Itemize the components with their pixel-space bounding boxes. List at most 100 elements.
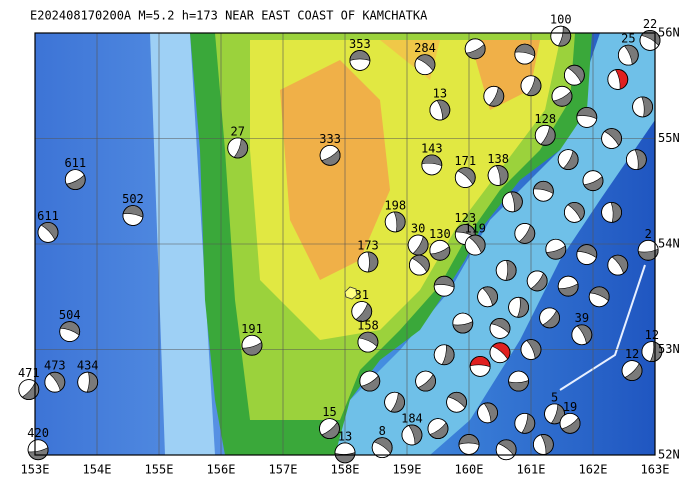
focal-mechanism: 173 — [357, 238, 379, 273]
beachball-outline — [349, 50, 371, 71]
focal-mechanism — [489, 342, 511, 364]
focal-mechanism — [495, 259, 517, 281]
focal-mechanism: 27 — [227, 124, 249, 159]
beachball-outline — [44, 371, 66, 393]
beachball-outline — [571, 324, 593, 346]
depth-label: 25 — [621, 32, 635, 46]
beachball-outline — [371, 437, 393, 459]
depth-label: 8 — [379, 424, 386, 438]
beachball-outline — [495, 259, 517, 281]
focal-mechanism — [582, 170, 604, 192]
focal-mechanism: 19 — [559, 400, 581, 434]
focal-mechanism — [539, 307, 560, 329]
beachball-outline — [454, 167, 476, 188]
focal-mechanism — [601, 201, 622, 223]
depth-label: 13 — [338, 429, 352, 443]
beachball-outline — [639, 29, 661, 51]
focal-mechanism: 25 — [617, 32, 639, 66]
depth-label: 173 — [357, 238, 379, 252]
focal-mechanism — [545, 238, 567, 260]
beachball-outline — [617, 44, 639, 66]
beachball-outline — [319, 418, 340, 440]
depth-label: 5 — [551, 390, 558, 404]
focal-mechanism — [588, 286, 610, 308]
beachball-outline — [464, 234, 486, 256]
beachball-outline — [539, 307, 560, 329]
focal-mechanism — [502, 191, 523, 213]
beachball-outline — [59, 321, 81, 342]
focal-mechanism — [514, 43, 536, 65]
focal-mechanism — [607, 69, 629, 90]
depth-label: 39 — [575, 311, 589, 325]
beachball-outline — [534, 124, 556, 146]
focal-mechanism: 100 — [550, 13, 572, 47]
beachball-outline — [514, 43, 536, 65]
depth-label: 504 — [59, 308, 81, 322]
focal-mechanism — [464, 38, 486, 60]
beachball-outline — [557, 149, 579, 171]
beachball-outline — [77, 371, 99, 393]
beachball-outline — [544, 403, 565, 425]
depth-label: 434 — [77, 359, 99, 373]
focal-mechanism — [458, 434, 480, 455]
longitude-label: 155E — [145, 463, 174, 477]
focal-mechanism — [477, 402, 499, 424]
depth-label: 12 — [645, 328, 659, 342]
focal-mechanism — [526, 270, 548, 292]
focal-mechanism: 471 — [18, 366, 40, 400]
focal-mechanism — [533, 180, 554, 202]
beachball-outline — [607, 69, 629, 90]
beachball-outline — [357, 331, 379, 353]
focal-mechanism: 284 — [414, 41, 436, 76]
beachball-outline — [557, 275, 579, 297]
beachball-outline — [489, 342, 511, 364]
focal-mechanism — [408, 254, 430, 276]
focal-mechanism — [557, 149, 579, 171]
depth-label: 473 — [44, 359, 66, 373]
beachball-outline — [37, 221, 59, 243]
depth-label: 333 — [319, 132, 341, 146]
focal-mechanism: 198 — [384, 198, 406, 233]
focal-mechanism: 504 — [59, 308, 81, 342]
latitude-label: 52N — [658, 448, 680, 462]
focal-mechanism — [433, 344, 455, 366]
beachball-outline — [384, 211, 406, 233]
focal-mechanism — [514, 223, 536, 244]
beachball-outline — [508, 370, 529, 392]
beachball-outline — [533, 180, 554, 202]
beachball-outline — [408, 254, 430, 276]
beachball-outline — [607, 254, 629, 276]
focal-mechanism — [607, 254, 629, 276]
focal-mechanism: 184 — [401, 411, 423, 446]
beachball-outline — [514, 223, 536, 244]
depth-label: 30 — [411, 222, 425, 236]
longitude-label: 163E — [641, 463, 670, 477]
focal-mechanism — [446, 391, 468, 413]
longitude-label: 161E — [517, 463, 546, 477]
focal-mechanism: 5 — [544, 390, 565, 425]
beachball-outline — [483, 85, 505, 107]
longitude-label: 159E — [393, 463, 422, 477]
focal-mechanism: 611 — [37, 209, 59, 243]
beachball-outline — [551, 85, 573, 107]
depth-label: 13 — [433, 87, 447, 101]
focal-mechanism — [576, 107, 598, 128]
depth-label: 143 — [421, 141, 443, 155]
beachball-outline — [334, 442, 356, 464]
beachball-outline — [487, 165, 509, 186]
beachball-outline — [477, 402, 499, 424]
beachball-outline — [433, 344, 455, 366]
focal-mechanism: 39 — [571, 311, 593, 346]
focal-mechanism — [415, 370, 437, 392]
focal-mechanism: 333 — [319, 132, 341, 166]
depth-label: 353 — [349, 37, 371, 51]
beachball-outline — [550, 25, 572, 47]
latitude-label: 55N — [658, 131, 680, 145]
beachball-outline — [564, 64, 585, 86]
depth-label: 184 — [401, 411, 423, 425]
beachball-outline — [401, 424, 423, 446]
depth-label: 198 — [384, 198, 406, 212]
focal-mechanism — [384, 391, 406, 413]
beachball-outline — [241, 334, 263, 356]
latitude-label: 54N — [658, 237, 680, 251]
